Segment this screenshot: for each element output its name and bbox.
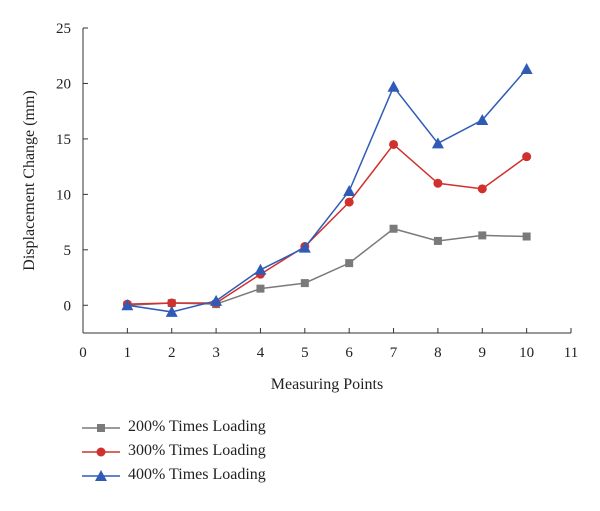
data-point-circle — [389, 139, 399, 149]
data-point-circle — [344, 197, 354, 207]
data-point-circle — [522, 152, 532, 162]
data-point-circle — [433, 178, 443, 188]
data-point-triangle — [387, 80, 400, 92]
legend-marker-circle — [82, 447, 120, 457]
x-tick-label: 5 — [301, 345, 309, 361]
data-point-square — [478, 231, 487, 240]
line-chart: 0 5 10 15 20 25 0 1 2 3 4 5 6 7 8 9 10 11 Measuring Point… — [21, 21, 578, 393]
x-tick-label: 0 — [79, 345, 87, 361]
x-tick-label: 1 — [124, 345, 132, 361]
x-tick-label: 2 — [168, 345, 176, 361]
y-tick-label: 0 — [64, 298, 72, 314]
data-point-triangle — [121, 299, 134, 311]
legend-marker-square — [82, 424, 120, 432]
data-point-square — [389, 224, 398, 233]
legend-label: 300% Times Loading — [128, 442, 266, 459]
data-point-triangle — [343, 185, 356, 197]
y-tick-label: 20 — [56, 76, 71, 92]
y-tick-label: 5 — [64, 243, 72, 259]
x-axis-label: Measuring Points — [271, 376, 383, 393]
y-tick-label: 15 — [56, 132, 71, 148]
legend-label: 200% Times Loading — [128, 418, 266, 435]
chart-axes: 0 5 10 15 20 25 0 1 2 3 4 5 6 7 8 9 10 11 — [56, 21, 578, 361]
data-point-triangle — [431, 137, 444, 149]
data-point-square — [256, 284, 265, 293]
data-point-triangle — [165, 305, 178, 317]
x-tick-label: 3 — [212, 345, 220, 361]
legend-marker-triangle — [82, 470, 120, 481]
y-axis-label: Displacement Change (mm) — [21, 90, 38, 270]
x-tick-label: 11 — [564, 345, 578, 361]
y-tick-label: 10 — [56, 187, 71, 203]
data-point-square — [433, 236, 442, 245]
data-point-triangle — [298, 241, 311, 253]
x-tick-label: 9 — [479, 345, 487, 361]
legend-label: 400% Times Loading — [128, 466, 266, 483]
data-point-triangle — [520, 63, 533, 75]
data-point-triangle — [210, 294, 223, 306]
data-point-triangle — [254, 263, 267, 275]
x-tick-label: 6 — [345, 345, 353, 361]
data-point-square — [300, 279, 309, 288]
data-point-circle — [167, 298, 177, 308]
data-point-square — [522, 232, 531, 241]
series-line-1 — [127, 143, 528, 305]
data-point-square — [345, 259, 354, 268]
x-tick-label: 7 — [390, 345, 398, 361]
x-tick-label: 10 — [519, 345, 534, 361]
chart-series — [121, 63, 533, 317]
series-line-2 — [127, 68, 528, 313]
x-tick-label: 4 — [257, 345, 265, 361]
x-tick-label: 8 — [434, 345, 442, 361]
series-line-0 — [127, 227, 527, 307]
data-point-triangle — [476, 114, 489, 126]
y-tick-label: 25 — [56, 21, 71, 37]
data-point-circle — [477, 184, 487, 194]
